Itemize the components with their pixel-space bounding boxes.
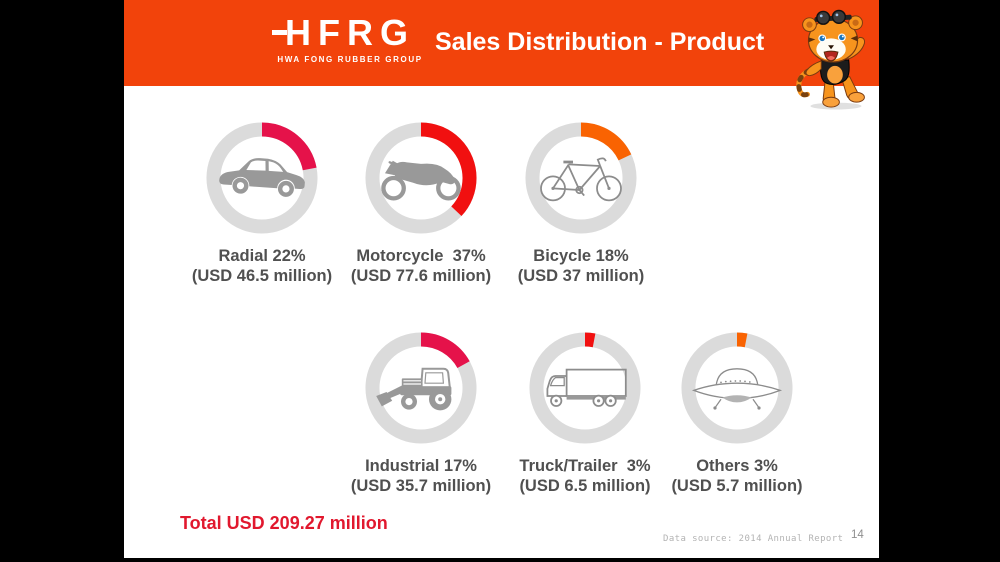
page-number: 14 (851, 529, 864, 541)
donut-radial (206, 122, 318, 234)
caption-motorcycle: Motorcycle 37% (USD 77.6 million) (309, 246, 533, 286)
hfrg-logo: HFRG HWA FONG RUBBER GROUP (262, 13, 438, 64)
page-title: Sales Distribution - Product (435, 28, 765, 56)
bicycle-icon (533, 152, 629, 203)
caption-bicycle-label: Bicycle 18% (533, 247, 629, 265)
hfrg-logo-text: HFRG (272, 12, 415, 53)
caption-industrial-label: Industrial 17% (365, 457, 477, 475)
caption-bicycle-value: (USD 37 million) (517, 267, 645, 285)
caption-motorcycle-label: Motorcycle 37% (356, 247, 486, 265)
caption-industrial-value: (USD 35.7 million) (350, 477, 492, 495)
donut-others (681, 332, 793, 444)
donut-bicycle (525, 122, 637, 234)
caption-motorcycle-value: (USD 77.6 million) (350, 267, 492, 285)
letterbox-bottom (0, 558, 1000, 562)
caption-truck-value: (USD 6.5 million) (519, 477, 651, 495)
motorcycle-icon (374, 153, 468, 203)
donut-industrial (365, 332, 477, 444)
caption-others-value: (USD 5.7 million) (671, 477, 803, 495)
car-icon (212, 147, 311, 205)
hfrg-logo-subtext: HWA FONG RUBBER GROUP (277, 55, 423, 64)
donut-motorcycle (365, 122, 477, 234)
caption-radial: Radial 22% (USD 46.5 million) (150, 246, 374, 286)
ufo-icon (689, 362, 785, 413)
letterbox-left (0, 0, 124, 562)
caption-others-label: Others 3% (696, 457, 778, 475)
tiger-mascot (792, 8, 876, 110)
total-label: Total USD 209.27 million (180, 513, 388, 533)
caption-truck-label: Truck/Trailer 3% (519, 457, 651, 475)
donut-truck (529, 332, 641, 444)
data-source-note: Data source: 2014 Annual Report (663, 534, 844, 544)
caption-radial-label: Radial 22% (218, 247, 306, 265)
caption-truck: Truck/Trailer 3% (USD 6.5 million) (473, 456, 697, 496)
header-bar: HFRG HWA FONG RUBBER GROUP Sales Distrib… (124, 0, 879, 86)
tractor-icon (373, 362, 469, 413)
caption-industrial: Industrial 17% (USD 35.7 million) (309, 456, 533, 496)
caption-radial-value: (USD 46.5 million) (191, 267, 333, 285)
letterbox-right (879, 0, 1000, 562)
truck-icon (537, 362, 633, 413)
slide: HFRG HWA FONG RUBBER GROUP Sales Distrib… (124, 0, 879, 558)
caption-others: Others 3% (USD 5.7 million) (625, 456, 849, 496)
caption-bicycle: Bicycle 18% (USD 37 million) (469, 246, 693, 286)
